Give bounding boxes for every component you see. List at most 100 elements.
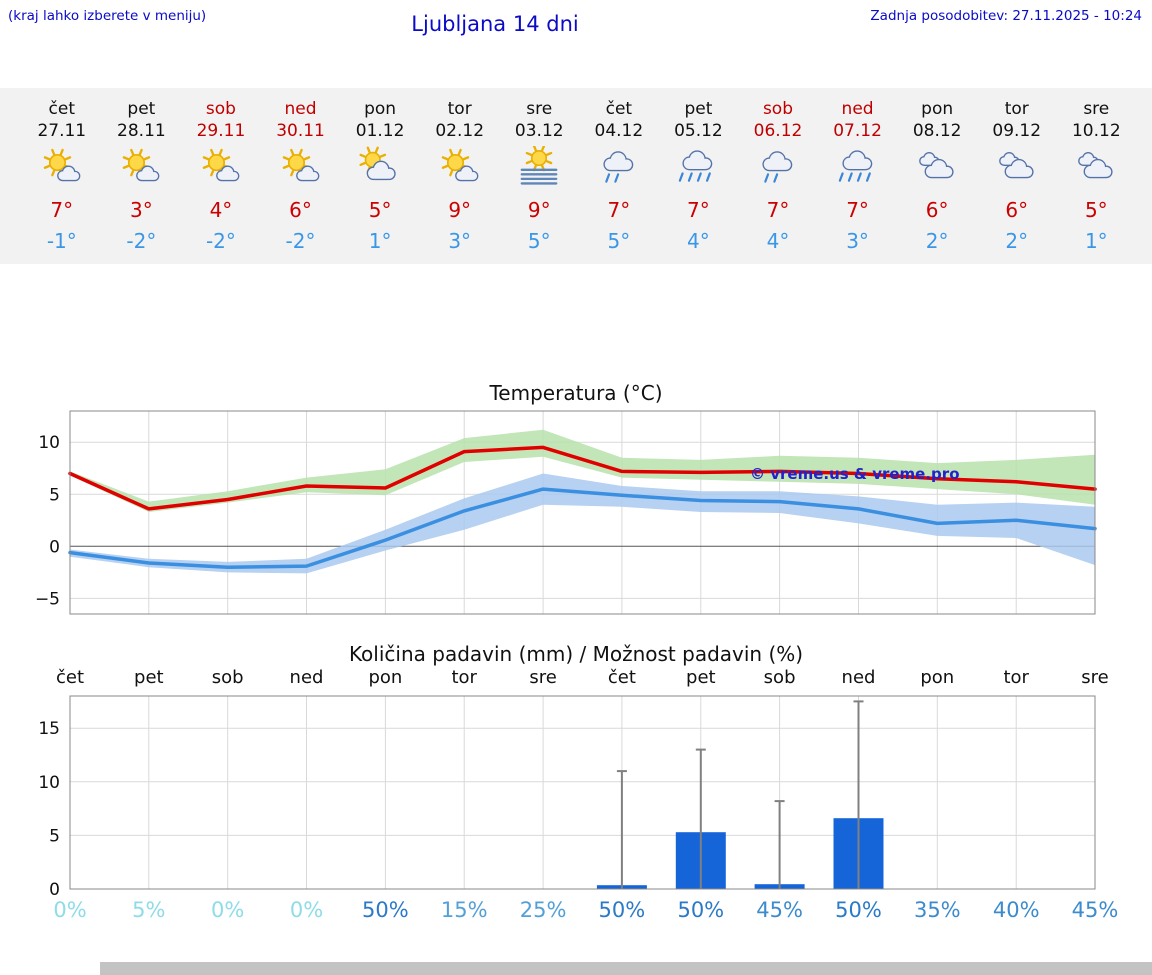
mostly-sunny-icon xyxy=(43,148,81,182)
temp-max: 7° xyxy=(607,198,631,222)
precipitation-plot: Količina padavin (mm) / Možnost padavin … xyxy=(38,642,1118,922)
cloudy-icon xyxy=(919,152,954,179)
temp-max: 6° xyxy=(1005,198,1029,222)
day-label: ned xyxy=(290,667,324,688)
day-name: sre xyxy=(526,99,553,119)
temp-max: 5° xyxy=(368,198,392,222)
day-label: pon xyxy=(368,667,402,688)
temp-min: 3° xyxy=(846,229,869,253)
precip-probability: 25% xyxy=(520,898,567,922)
rain-icon xyxy=(838,150,872,182)
temp-chart-title: Temperatura (°C) xyxy=(488,383,662,405)
precip-y-tick: 15 xyxy=(38,719,60,739)
temp-max: 9° xyxy=(448,198,472,222)
tmax-band xyxy=(70,429,1095,512)
watermark-link[interactable]: © vreme.us & vreme.pro xyxy=(750,465,960,483)
forecast-day-column: pet 28.11 3° -2° xyxy=(102,98,182,264)
day-date: 29.11 xyxy=(196,121,246,141)
cloudy-icon xyxy=(1078,152,1113,179)
day-name: sob xyxy=(762,99,794,119)
day-name: ned xyxy=(284,99,317,119)
temp-min: 1° xyxy=(368,229,392,253)
temp-y-tick: 5 xyxy=(49,485,60,505)
day-date: 28.11 xyxy=(117,121,166,141)
day-label: čet xyxy=(56,667,84,688)
tmin-band xyxy=(70,473,1095,574)
precip-probability: 50% xyxy=(599,898,646,922)
precip-y-tick: 10 xyxy=(38,773,60,793)
forecast-day-column: ned 30.11 6° -2° xyxy=(261,98,341,264)
temp-max: 7° xyxy=(766,198,790,222)
day-label: sob xyxy=(764,667,796,688)
precip-probability: 0% xyxy=(290,898,323,922)
fog-icon xyxy=(520,146,558,185)
day-date: 05.12 xyxy=(674,121,723,141)
precip-probability: 45% xyxy=(756,898,803,922)
day-date: 02.12 xyxy=(435,121,485,141)
temp-min: -1° xyxy=(46,229,77,253)
precip-probability: 5% xyxy=(132,898,165,922)
temp-y-tick: 10 xyxy=(38,433,60,453)
mostly-sunny-icon xyxy=(441,148,479,182)
temp-min: 2° xyxy=(1005,229,1029,253)
day-date: 09.12 xyxy=(992,121,1042,141)
partly-cloudy-icon xyxy=(359,146,396,181)
forecast-day-column: čet 27.11 7° -1° xyxy=(22,98,102,264)
day-name: sob xyxy=(205,99,236,119)
precip-probability: 35% xyxy=(914,898,961,922)
mostly-sunny-icon xyxy=(282,148,319,182)
precip-y-tick: 5 xyxy=(49,826,60,846)
day-label: pet xyxy=(134,667,164,688)
temp-max: 5° xyxy=(1084,198,1108,222)
temp-y-tick: 0 xyxy=(49,537,60,557)
temp-y-tick: −5 xyxy=(35,589,60,609)
forecast-day-column: ned 07.12 7° 3° xyxy=(818,98,898,264)
day-date: 01.12 xyxy=(355,121,405,141)
precip-probability: 50% xyxy=(362,898,409,922)
day-date: 10.12 xyxy=(1071,121,1121,141)
forecast-day-column: sre 10.12 5° 1° xyxy=(1057,98,1137,264)
rain-icon xyxy=(679,150,713,182)
temp-min: 3° xyxy=(448,229,472,253)
precipitation-chart-section: Količina padavin (mm) / Možnost padavin … xyxy=(0,641,1152,936)
precip-probability: 50% xyxy=(835,898,882,922)
page-title: Ljubljana 14 dni xyxy=(411,12,579,36)
temp-max: 7° xyxy=(687,198,710,222)
day-label: sre xyxy=(529,667,556,688)
day-name: ned xyxy=(841,99,874,119)
tmax-line xyxy=(68,445,1097,511)
last-update: Zadnja posodobitev: 27.11.2025 - 10:24 xyxy=(870,8,1142,24)
temp-min: 5° xyxy=(607,229,631,253)
precip-y-tick: 0 xyxy=(49,880,60,900)
tmin-line xyxy=(68,487,1097,569)
day-label: čet xyxy=(608,667,636,688)
precip-chart-title: Količina padavin (mm) / Možnost padavin … xyxy=(349,642,803,666)
precip-probability: 50% xyxy=(677,898,724,922)
forecast-day-column: pon 01.12 5° 1° xyxy=(340,98,420,264)
temperature-plot: Temperatura (°C) −5 0 5 10 © vreme.us & vreme… xyxy=(35,381,1097,615)
temp-min: 4° xyxy=(687,229,710,253)
cloudy-icon xyxy=(998,152,1034,179)
temp-max: 6° xyxy=(289,198,312,222)
page-header: (kraj lahko izberete v meniju) Ljubljana… xyxy=(0,0,1152,88)
location-note[interactable]: (kraj lahko izberete v meniju) xyxy=(8,8,207,24)
mostly-sunny-icon xyxy=(202,148,240,182)
light-rain-icon xyxy=(762,151,793,183)
forecast-day-column: tor 09.12 6° 2° xyxy=(977,98,1057,264)
temp-max: 3° xyxy=(130,198,153,222)
mostly-sunny-icon xyxy=(123,148,160,182)
forecast-day-column: čet 04.12 7° 5° xyxy=(579,98,659,264)
temp-max: 7° xyxy=(846,198,869,222)
day-name: pon xyxy=(364,99,397,119)
day-name: tor xyxy=(1004,99,1029,119)
temp-min: -2° xyxy=(205,229,236,253)
day-date: 06.12 xyxy=(753,121,803,141)
day-label: sre xyxy=(1081,667,1108,688)
day-name: čet xyxy=(605,99,633,119)
light-rain-icon xyxy=(603,151,634,183)
temp-min: 2° xyxy=(925,229,949,253)
forecast-day-column: sre 03.12 9° 5° xyxy=(499,98,579,264)
day-date: 03.12 xyxy=(514,121,564,141)
temp-min: -2° xyxy=(126,229,157,253)
day-name: sre xyxy=(1083,99,1110,119)
